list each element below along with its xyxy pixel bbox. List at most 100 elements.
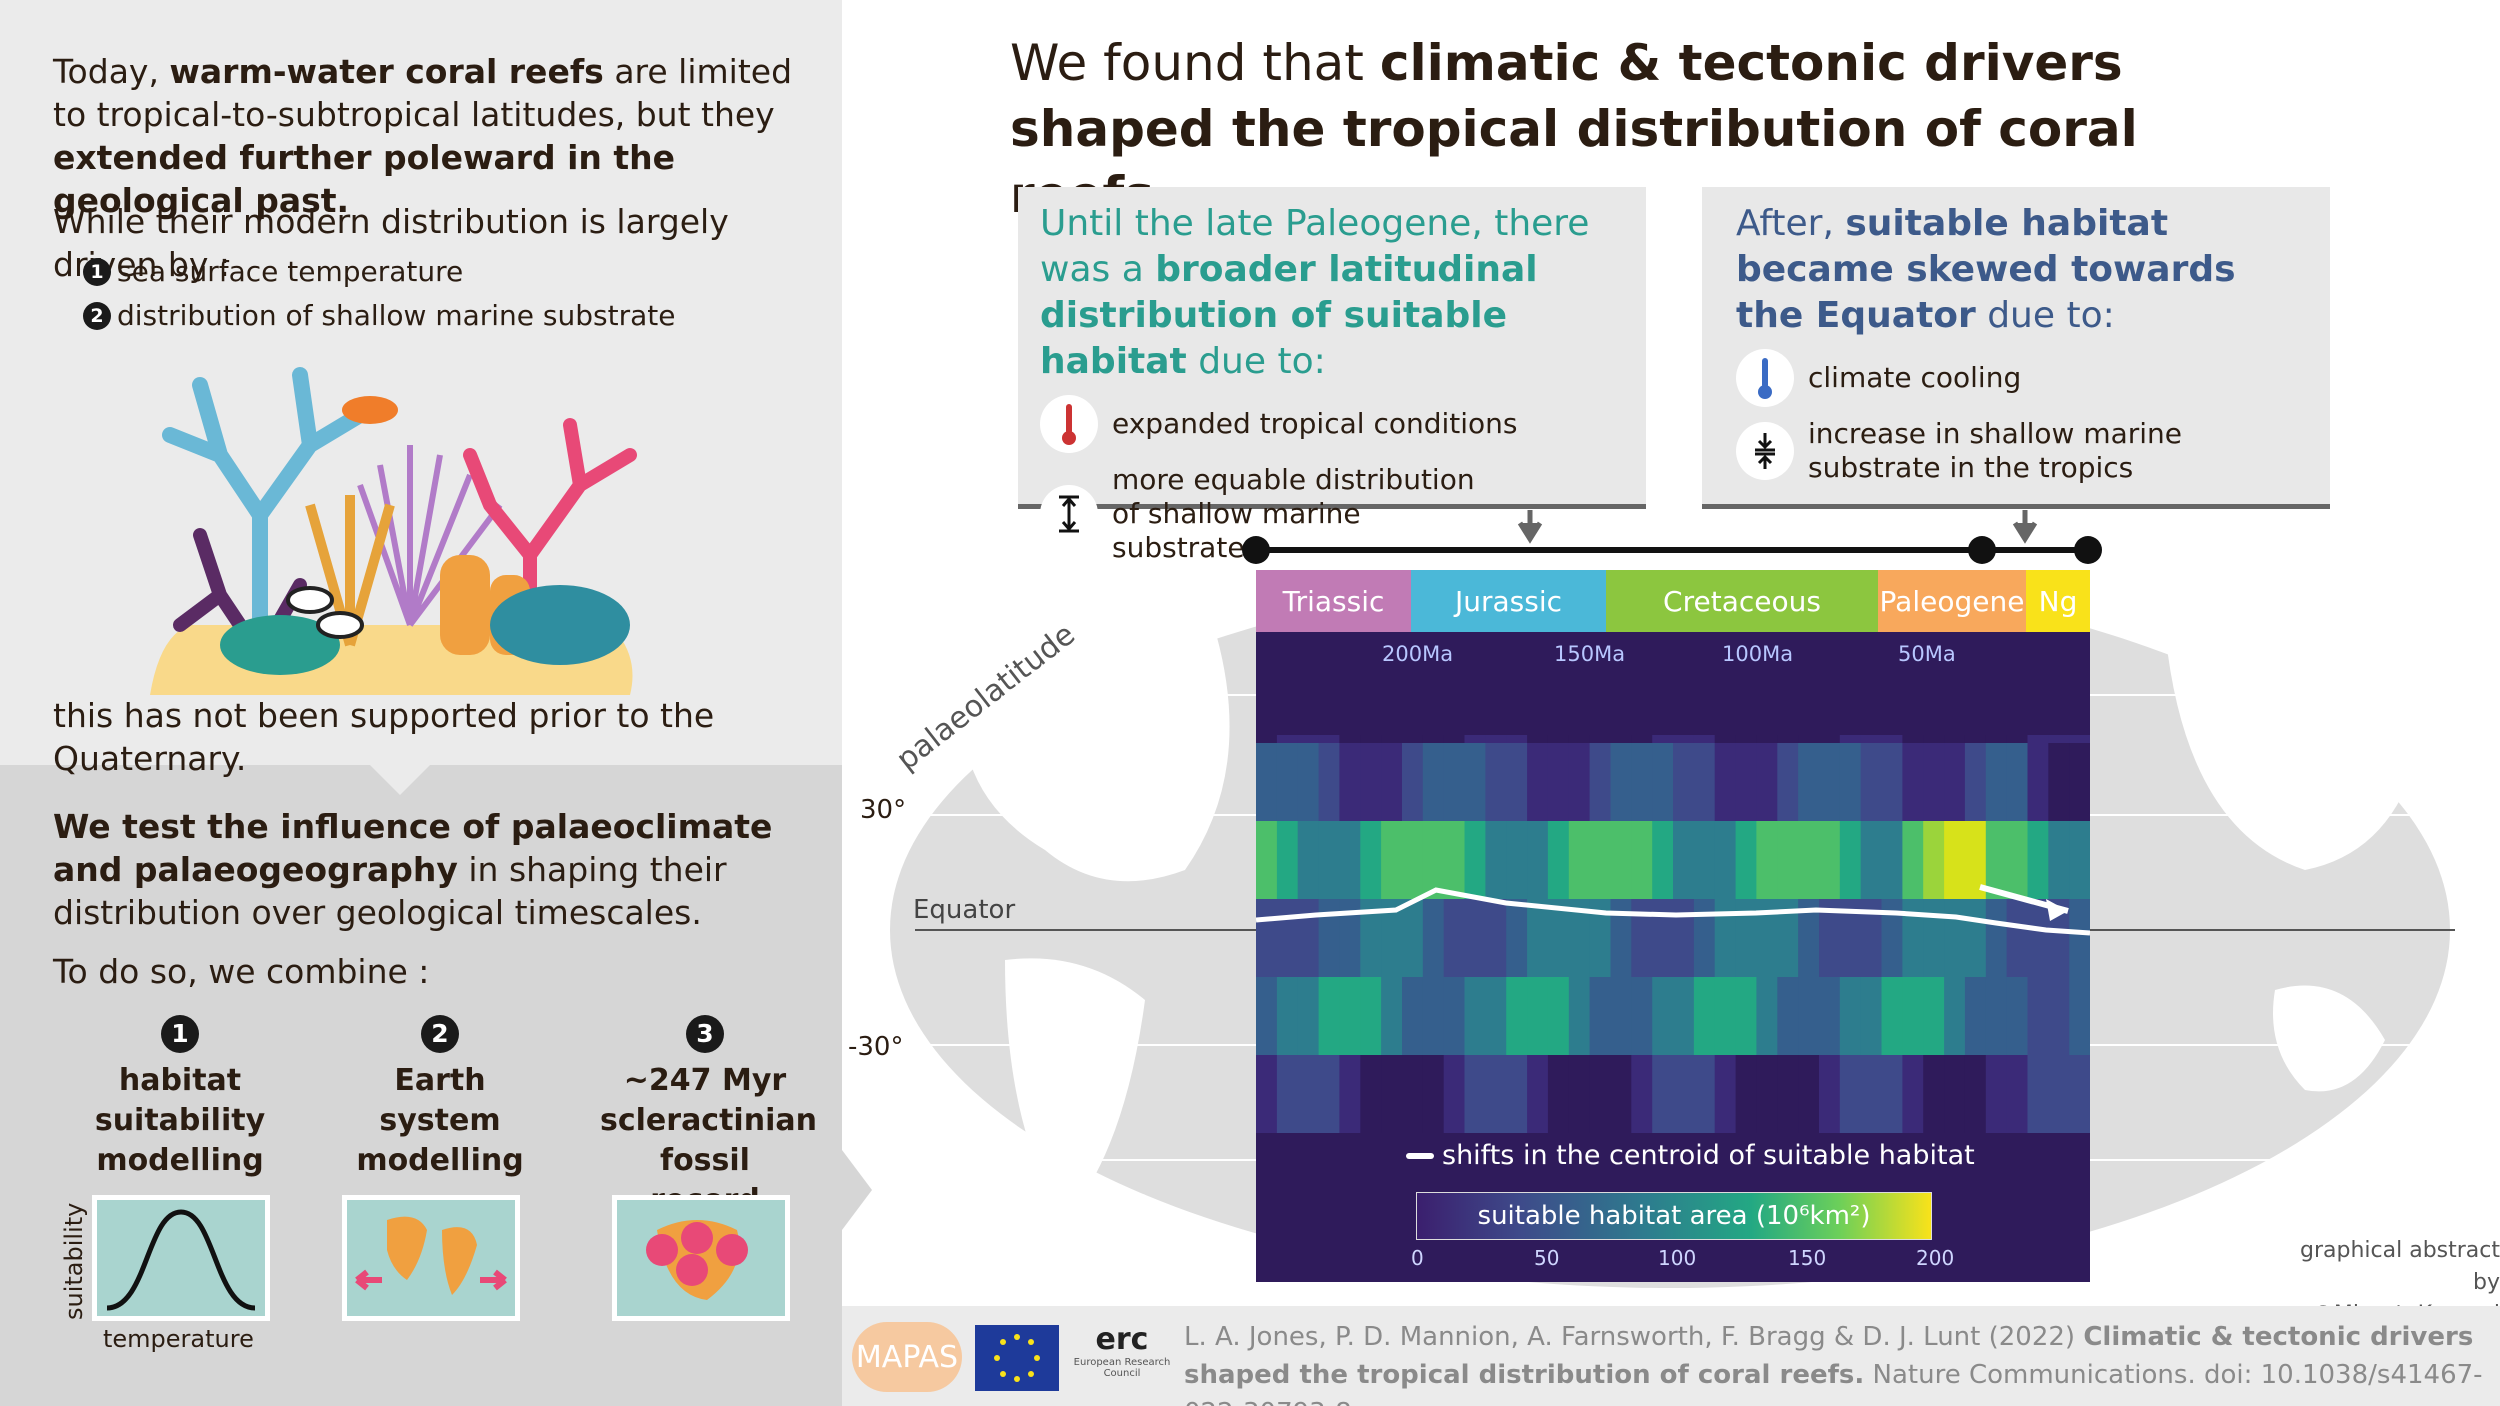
expand-vertical-icon	[1040, 485, 1098, 543]
heatmap-cell	[1923, 821, 1945, 899]
heatmap-cell	[2006, 735, 2028, 743]
heatmap-cell	[1568, 743, 1591, 821]
heatmap-cell	[2069, 743, 2090, 821]
heatmap-cell	[1402, 977, 1424, 1055]
heatmap-cell	[1819, 977, 1841, 1055]
heatmap-cell	[1318, 977, 1340, 1055]
heatmap-cell	[1276, 735, 1299, 743]
heatmap-cell	[1318, 899, 1340, 977]
heatmap-cell	[1589, 977, 1611, 1055]
heatmap-cell	[1527, 821, 1549, 899]
heatmap-cell	[1422, 1055, 1445, 1133]
heatmap-cell	[1297, 1055, 1320, 1133]
heatmap-cell	[1881, 977, 1903, 1055]
heatmap-cell	[1819, 1055, 1841, 1133]
period-neogene: Ng	[2026, 570, 2090, 632]
before-item-1: expanded tropical conditions	[1040, 395, 1624, 453]
heatmap-cell	[1339, 821, 1361, 899]
heatmap-cell	[1464, 899, 1486, 977]
heatmap-cell	[1881, 899, 1903, 977]
heatmap-cell	[1360, 977, 1382, 1055]
heatmap-cell	[1464, 977, 1486, 1055]
heatmap-cell	[1944, 1055, 1966, 1133]
heatmap-cell	[1589, 899, 1611, 977]
heatmap-cell	[1610, 821, 1632, 899]
heatmap-cell	[1297, 977, 1320, 1055]
not-supported-text: this has not been supported prior to the…	[53, 696, 715, 778]
heatmap-cell	[1547, 899, 1570, 977]
heatmap-cell	[1422, 899, 1445, 977]
methods-row: 1 habitat suitability modelling 2 Earth sy…	[80, 1015, 817, 1221]
heatmap-cell	[1756, 899, 1778, 977]
heatmap-cell	[1568, 735, 1591, 743]
heatmap-cell	[2006, 1055, 2028, 1133]
test-text: We test the influence of palaeoclimate a…	[53, 807, 773, 932]
heatmap-cell	[1756, 977, 1778, 1055]
heatmap-cell	[1589, 1055, 1611, 1133]
heatmap-cell	[1673, 743, 1695, 821]
heatmap-cell	[1276, 977, 1299, 1055]
heatmap-cell	[1881, 735, 1903, 743]
colorbar-tick-100: 100	[1658, 1246, 1697, 1270]
heatmap-cell	[1923, 735, 1945, 743]
heatmap-cell	[2027, 821, 2049, 899]
heatmap-cell	[1673, 899, 1695, 977]
heatmap-cell	[1527, 977, 1549, 1055]
method-1: 1 habitat suitability modelling	[80, 1015, 280, 1221]
heatmap-cell	[1673, 1055, 1695, 1133]
heatmap-cell	[1610, 1055, 1632, 1133]
heatmap-cell	[1673, 821, 1695, 899]
heatmap-cell	[1777, 735, 1799, 743]
arrow-shift-south-head	[2046, 899, 2068, 921]
heatmap-cell	[1860, 977, 1883, 1055]
lat-tick-30: 30°	[860, 795, 907, 825]
heatmap-cell	[1714, 977, 1737, 1055]
heatmap-cell	[1360, 735, 1382, 743]
heatmap-cell	[1256, 977, 1278, 1055]
colorbar-tick-150: 150	[1788, 1246, 1827, 1270]
box-before-paleogene: Until the late Paleogene, there was a br…	[1018, 187, 1646, 564]
heatmap-cell	[1985, 899, 2008, 977]
heatmap-cell	[1402, 743, 1424, 821]
heatmap-cell	[1693, 1055, 1716, 1133]
heatmap-cell	[1985, 735, 2008, 743]
heatmap-cell	[1819, 821, 1841, 899]
heatmap-cell	[1881, 1055, 1903, 1133]
heatmap-cell	[2048, 743, 2070, 821]
heatmap-cell	[1964, 743, 1987, 821]
heatmap-cell	[1860, 735, 1883, 743]
heatmap-cell	[1777, 743, 1799, 821]
heatmap-cell	[1735, 899, 1757, 977]
heatmap-cell	[1902, 743, 1924, 821]
compress-vertical-icon	[1736, 422, 1794, 480]
heatmap-cell	[1839, 1055, 1862, 1133]
habitat-heatmap-chart: Triassic Jurassic Cretaceous Paleogene N…	[1256, 570, 2090, 1282]
heatmap-cell	[1297, 743, 1320, 821]
heatmap-cell	[1276, 1055, 1299, 1133]
thermometer-cold-icon	[1736, 349, 1794, 407]
heatmap-cell	[1568, 1055, 1591, 1133]
heatmap-cell	[1568, 899, 1591, 977]
eu-flag-logo	[975, 1325, 1059, 1391]
heatmap-cell	[1256, 821, 1278, 899]
heatmap-cell	[1485, 899, 1507, 977]
heatmap-cell	[2006, 899, 2028, 977]
heatmap-cell	[1944, 743, 1966, 821]
heatmap-cell	[1506, 977, 1528, 1055]
heatmap-cell	[1652, 735, 1674, 743]
time-tick-200: 200Ma	[1382, 642, 1454, 666]
heatmap-cell	[1985, 743, 2008, 821]
heatmap-cell	[1506, 1055, 1528, 1133]
heatmap-cell	[1839, 743, 1862, 821]
heatmap-cell	[1631, 821, 1653, 899]
heatmap-cell	[1589, 735, 1611, 743]
heatmap-cell	[1735, 1055, 1757, 1133]
heatmap-cell	[1381, 821, 1403, 899]
heatmap-cell	[2006, 821, 2028, 899]
heatmap-cell	[1443, 1055, 1466, 1133]
suitability-curve	[106, 1209, 256, 1311]
earth-system-box	[342, 1195, 520, 1321]
heatmap-cell	[2027, 1055, 2049, 1133]
heatmap-cell	[1547, 743, 1570, 821]
heatmap-cell	[1610, 977, 1632, 1055]
